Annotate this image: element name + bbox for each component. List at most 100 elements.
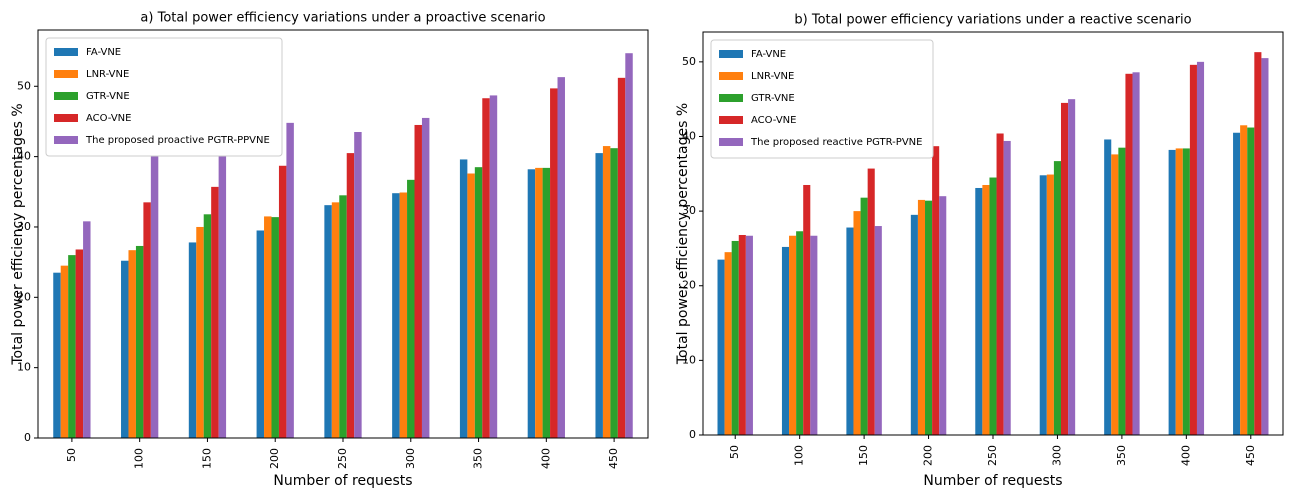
bar [527,169,536,438]
bar [1175,148,1183,435]
bar [874,226,882,435]
bar [1247,127,1255,435]
bar [550,88,558,439]
legend-swatch [719,50,743,58]
legend-label: ACO-VNE [86,113,131,124]
y-tick-label: 10 [17,361,31,374]
bar [1182,148,1190,435]
bar [1233,132,1241,435]
legend-box [710,39,934,159]
x-tick-label: 250 [986,445,999,466]
bar [853,211,861,435]
bar [910,214,918,435]
x-tick-label: 200 [922,445,935,466]
bar [1046,174,1054,435]
legend-swatch [54,114,78,122]
x-tick-label: 400 [539,448,552,469]
bar [610,148,618,438]
bar [1104,139,1112,435]
y-tick-label: 30 [17,220,31,233]
legend-swatch [54,48,78,56]
legend-swatch [719,138,743,146]
bar [196,226,204,438]
chart-title: a) Total power efficiency variations und… [140,11,545,26]
bar [1261,58,1269,436]
y-axis-label: Total power efficiency percentages % [10,103,26,365]
bar [1240,125,1248,435]
bar [271,217,279,438]
bar [467,173,475,438]
bar [846,227,854,435]
x-tick-label: 350 [472,448,485,469]
bar [917,199,926,435]
x-tick-label: 350 [1115,445,1128,466]
bar [1168,149,1176,436]
bar [346,153,355,438]
y-tick-label: 30 [682,204,696,217]
x-tick-label: 150 [200,448,213,469]
bar [75,249,84,438]
x-axis-label: Number of requests [923,473,1062,488]
bar [203,214,212,438]
legend-label: GTR-VNE [86,91,130,102]
bar [286,122,294,439]
legend-label: GTR-VNE [751,93,795,104]
bar [1111,154,1119,436]
legend-swatch [54,92,78,100]
bar [1060,102,1069,436]
legend-swatch [719,116,743,124]
bar [932,146,940,435]
bar [745,235,753,435]
legend-swatch [54,70,78,78]
bar [489,95,498,439]
bar [1196,61,1205,435]
legend-label: ACO-VNE [751,115,796,126]
bar [459,159,468,438]
x-tick-label: 450 [1244,445,1257,466]
legend-swatch [719,72,743,80]
x-tick-label: 400 [1179,445,1192,466]
bar [975,187,983,435]
legend-label: LNR-VNE [86,69,129,80]
legend-label: LNR-VNE [751,71,794,82]
bar [256,230,265,438]
bar [264,216,272,438]
y-tick-label: 50 [17,79,31,92]
bar [542,167,551,438]
legend-label: FA-VNE [751,49,786,60]
x-tick-label: 300 [1050,445,1063,466]
bar [796,231,804,435]
legend-swatch [54,136,78,144]
bar [738,234,746,435]
x-axis-label: Number of requests [273,473,412,488]
bar [278,165,287,439]
bar [474,167,483,438]
bar [1118,147,1126,436]
bar [392,193,400,438]
x-tick-label: 450 [607,448,620,469]
x-tick-label: 100 [133,448,146,469]
bar [482,98,490,438]
bar [83,221,91,438]
bar [128,250,136,438]
bar [414,124,422,438]
bar [143,202,151,438]
bar [1125,73,1133,435]
bar [218,149,227,438]
bar [68,255,76,438]
legend-box [45,37,283,157]
bar [1039,175,1047,436]
bar [150,107,159,439]
bar [595,153,603,438]
y-axis-label: Total power efficiency percentages % [675,103,691,365]
bar [617,77,626,439]
bar [1189,64,1197,435]
bar [1053,161,1061,435]
bar [135,245,144,438]
y-tick-label: 50 [682,55,696,68]
bar [1068,99,1076,436]
bar [331,202,340,438]
bar [211,186,219,438]
x-tick-label: 300 [404,448,417,469]
